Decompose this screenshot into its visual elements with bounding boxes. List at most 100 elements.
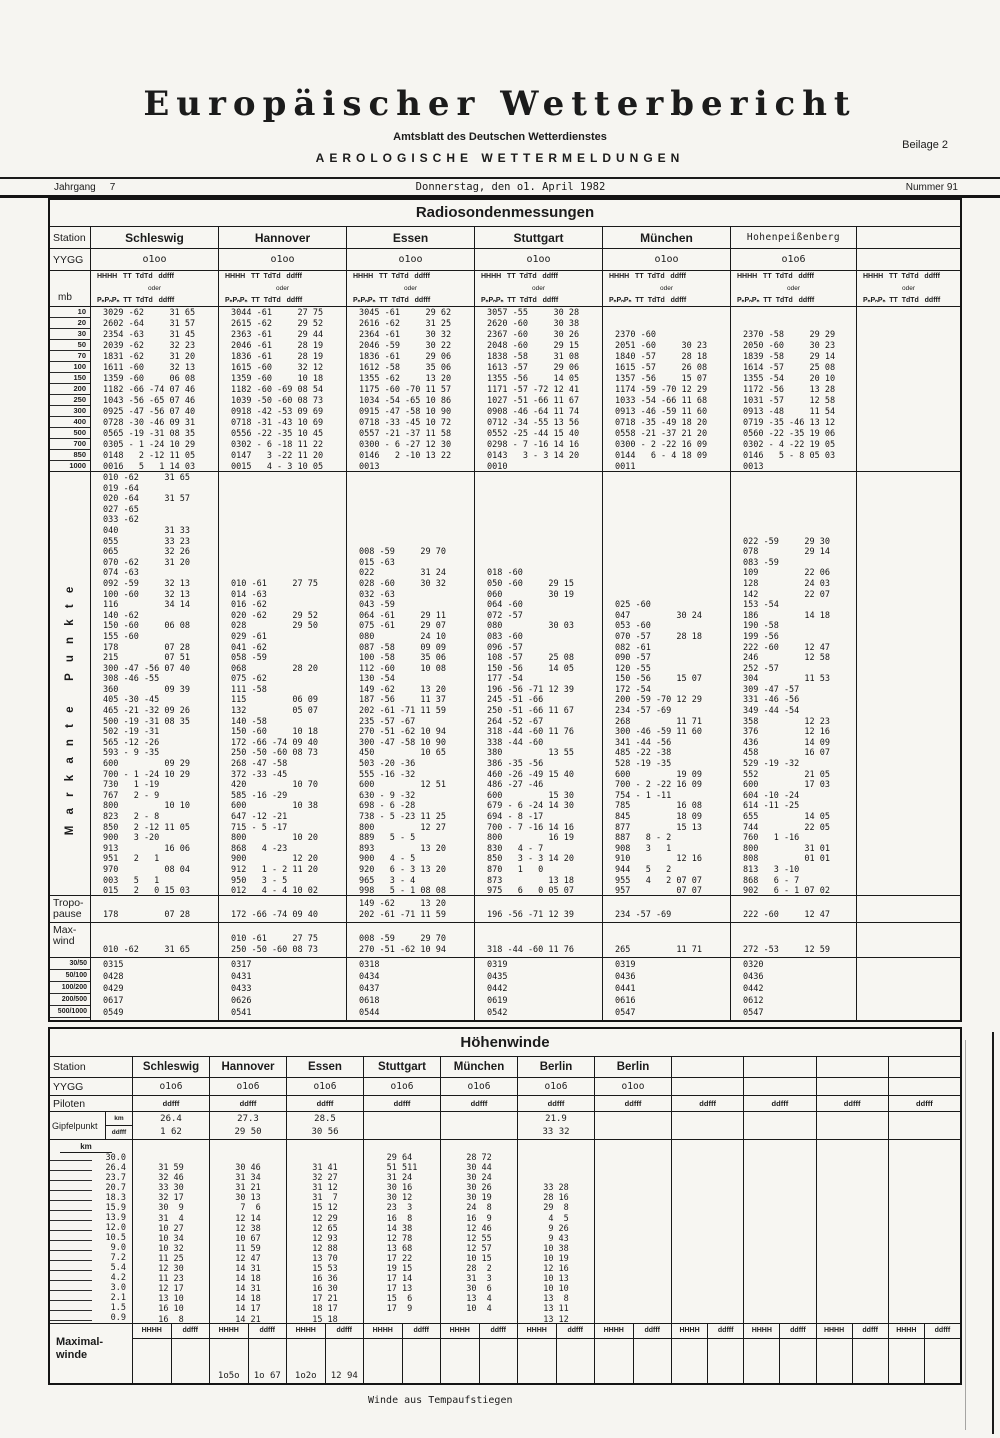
ddfff-unit-label: ddfff <box>111 1129 127 1136</box>
maxwinde-values <box>744 1339 815 1383</box>
hhhh-label: HHHH <box>603 1327 624 1334</box>
station-header-row: Station Schleswig Hannover Essen Stuttga… <box>50 226 960 248</box>
mb-tick: 150 <box>50 373 90 384</box>
format-line2: oder <box>901 284 915 292</box>
tropo-data: 149 -62 13 20 202 -61 -71 11 59 <box>359 899 446 920</box>
levels-schleswig: 3029 -62 31 65 2602 -64 31 57 2354 -63 3… <box>90 307 218 471</box>
maxwind-stuttgart: 318 -44 -60 11 76 <box>474 923 602 957</box>
gipfel-berlin2 <box>594 1112 671 1139</box>
thickness-codes-row: 30/50 50/100 100/200 200/500 500/1000 03… <box>50 957 960 1020</box>
format-line3: PₙPₙPₙ TT TdTd ddfff <box>481 297 559 304</box>
km-row-label: 12.0 <box>50 1223 132 1233</box>
format-line2: oder <box>275 284 289 292</box>
maxwinde-stuttgart: HHHH ddfff <box>363 1324 440 1383</box>
hw-piloten-value: ddfff <box>286 1096 363 1111</box>
km-tick-line <box>50 1295 92 1302</box>
markante-punkte-row: M a r k a n t e P u n k t e 010 -62 31 6… <box>50 471 960 895</box>
maxwinde-head: HHHH ddfff <box>518 1324 594 1339</box>
hw-piloten-value: ddfff <box>132 1096 209 1111</box>
levels-data: 2370 -58 29 29 2050 -60 30 23 1839 -58 2… <box>743 330 836 471</box>
format-line1: HHHH TT TdTd ddfff <box>225 273 302 280</box>
yygg-value: o1oo <box>602 249 730 270</box>
maxwinde-values: 1o2o 12 94 <box>287 1339 363 1383</box>
tropo-schleswig: 178 07 28 <box>90 896 218 922</box>
radiosonde-table: Radiosondenmessungen Station Schleswig H… <box>48 198 962 1022</box>
thickness-label: 500/1000 <box>50 1006 90 1018</box>
format-line3: PₙPₙPₙ TT TdTd ddfff <box>863 297 941 304</box>
km-tick-line <box>50 1285 92 1292</box>
format-head: HHHH TT TdTd ddfff oder PₙPₙPₙ TT TdTd ddf… <box>218 271 346 306</box>
winds-stuttgart: 29 64 51 511 31 24 30 16 30 12 23 3 16 8… <box>363 1140 440 1323</box>
maxwinde-head: HHHH ddfff <box>816 1324 888 1339</box>
yygg-value: o1oo <box>474 249 602 270</box>
gipfelpunkt-units: km ddfff <box>105 1112 132 1139</box>
page-subtitle: Amtsblatt des Deutschen Wetterdienstes <box>393 131 607 143</box>
codes-hohenpeissenberg: 0320 0436 0442 0612 0547 <box>730 958 856 1020</box>
thickness-label: 200/500 <box>50 994 90 1006</box>
ddfff-label: ddfff <box>707 1324 743 1338</box>
km-value: 0.9 <box>110 1313 126 1323</box>
gipfel-empty <box>887 1112 960 1139</box>
km-row-label: 23.7 <box>50 1173 132 1183</box>
markante-muenchen: 025 -60 047 30 24 053 -60 070 -57 28 18 … <box>602 472 730 895</box>
gipfel-ddfff: 29 50 <box>234 1127 262 1137</box>
tropo-data: 234 -57 -69 <box>615 910 672 920</box>
ddfff-label: ddfff <box>324 1324 364 1338</box>
ddfff-label: ddfff <box>632 1324 672 1338</box>
codes-data: 0315 0428 0429 0617 0549 <box>103 960 124 1018</box>
hw-piloten-label: Piloten <box>53 1097 86 1110</box>
codes-data: 0317 0431 0433 0626 0541 <box>231 960 252 1018</box>
mb-tick: 30 <box>50 329 90 340</box>
station-label: Station <box>53 231 86 244</box>
winds-hannover: 30 46 31 34 31 21 30 13 7 6 12 14 12 38 … <box>209 1140 286 1323</box>
maxwind-hohenpeissenberg: 272 -53 12 59 <box>730 923 856 957</box>
markante-essen: 008 -59 29 70 015 -63 022 31 24 028 -60 … <box>346 472 474 895</box>
winds-empty <box>815 1140 888 1323</box>
hw-yygg-value: o1o6 <box>132 1078 209 1095</box>
radiosonde-title: Radiosondenmessungen <box>415 204 595 221</box>
markante-data: 022 -59 29 30 078 29 14 083 -59 109 22 0… <box>743 536 830 895</box>
issue-date: Donnerstag, den o1. April 1982 <box>415 181 606 193</box>
winds-data: 30 46 31 34 31 21 30 13 7 6 12 14 12 38 … <box>235 1163 261 1323</box>
format-line2: oder <box>403 284 417 292</box>
format-head: HHHH TT TdTd ddfff oder PₙPₙPₙ TT TdTd ddf… <box>474 271 602 306</box>
km-row-label: 7.2 <box>50 1253 132 1263</box>
km-tick-line <box>50 1255 92 1262</box>
maxwind-empty <box>856 923 960 957</box>
maxwinde-values <box>817 1339 888 1383</box>
maxwinde-essen: HHHH ddfff 1o2o 12 94 <box>286 1324 363 1383</box>
km-winds-section: km 30.0 26.4 23.7 20.7 18.3 15.9 13.9 12… <box>50 1139 960 1323</box>
km-tick-line <box>50 1185 92 1192</box>
mb-tick: 850 <box>50 450 90 461</box>
gipfel-muenchen <box>440 1112 517 1139</box>
km-tick-line <box>50 1305 92 1312</box>
km-tick-line <box>50 1275 92 1282</box>
hhhh-label: HHHH <box>295 1327 316 1334</box>
mb-tick: 100 <box>50 362 90 373</box>
format-line1: HHHH TT TdTd ddfff <box>737 273 814 280</box>
hw-station-essen: Essen <box>286 1057 363 1077</box>
markante-data: 018 -60 050 -60 29 15 060 30 19 064 -60 … <box>487 568 574 895</box>
winds-data: 31 41 32 27 31 12 31 7 15 12 12 29 12 65… <box>312 1163 338 1323</box>
ddfff-label: ddfff <box>247 1324 287 1338</box>
format-line1: HHHH TT TdTd ddfff <box>609 273 686 280</box>
mb-tick: 300 <box>50 406 90 417</box>
winds-schleswig: 31 59 32 46 33 30 32 17 30 9 31 4 10 27 … <box>132 1140 209 1323</box>
station-name-stuttgart: Stuttgart <box>474 227 602 248</box>
winds-berlin2 <box>594 1140 671 1323</box>
gipfel-schleswig: 26.4 1 62 <box>132 1112 209 1139</box>
maxwind-data: 010 -61 27 75 250 -50 -60 08 73 <box>231 934 318 955</box>
maxwinde-head: HHHH ddfff <box>364 1324 440 1339</box>
markante-data: 008 -59 29 70 015 -63 022 31 24 028 -60 … <box>359 547 446 895</box>
km-tick-line <box>50 1265 92 1272</box>
winds-data: 31 59 32 46 33 30 32 17 30 9 31 4 10 27 … <box>158 1163 184 1323</box>
ddfff-label: ddfff <box>401 1324 441 1338</box>
tropo-data <box>857 920 869 922</box>
km-row-label: 20.7 <box>50 1183 132 1193</box>
maxwinde-empty: HHHH ddfff <box>671 1324 744 1383</box>
km-row-label: 10.5 <box>50 1233 132 1243</box>
km-value: 15.9 <box>105 1203 126 1213</box>
station-name-muenchen: München <box>602 227 730 248</box>
ddfff-label: ddfff <box>923 1324 960 1338</box>
